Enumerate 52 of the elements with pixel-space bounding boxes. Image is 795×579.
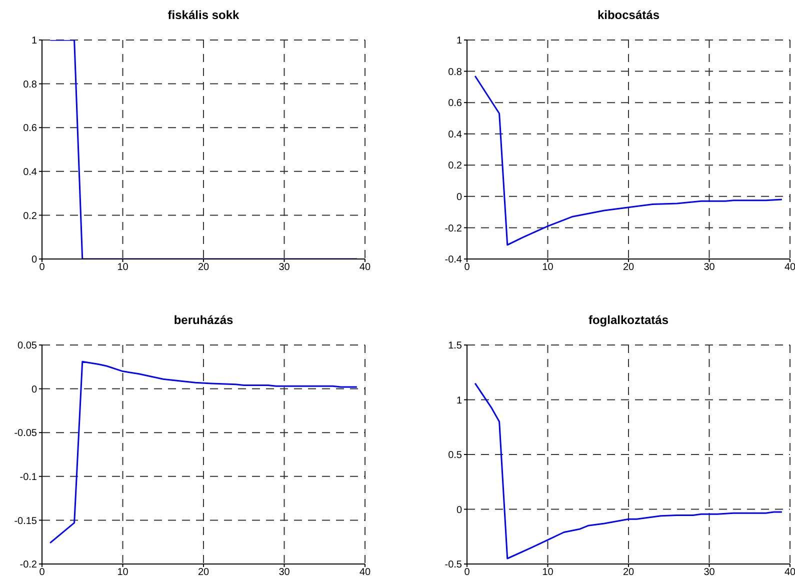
x-tick-label: 0: [464, 262, 470, 274]
y-tick-label: 0.8: [448, 66, 462, 78]
x-tick-label: 20: [198, 262, 210, 274]
x-tick-label: 0: [39, 567, 46, 578]
x-tick-label: 0: [39, 262, 46, 274]
chart-title: beruházás: [172, 313, 234, 327]
y-tick-label: 0.8: [23, 79, 38, 90]
x-tick-label: 20: [622, 262, 634, 274]
y-tick-label: 0.6: [23, 123, 38, 134]
y-tick-label: 0.2: [448, 160, 462, 172]
y-tick-label: -0.2: [444, 223, 462, 234]
y-tick-label: -0.05: [14, 428, 38, 440]
x-tick-label: 40: [784, 567, 795, 578]
x-tick-label: 20: [198, 567, 210, 578]
y-tick-label: 0.5: [448, 450, 462, 462]
chart-title: kibocsátás: [596, 8, 661, 22]
y-tick-label: -0.15: [14, 516, 38, 527]
chart-title: fiskális sokk: [166, 8, 240, 22]
line-series: [49, 360, 358, 544]
y-tick-label: 0: [456, 192, 462, 203]
y-tick-label: -0.1: [20, 472, 38, 483]
x-tick-label: 10: [117, 262, 129, 274]
y-tick-label: 1: [456, 395, 462, 406]
y-tick-label: 0.05: [18, 340, 38, 352]
y-tick-label: -0.5: [444, 560, 462, 571]
x-tick-label: 10: [542, 567, 554, 578]
x-tick-label: 30: [704, 567, 716, 578]
x-tick-label: 20: [622, 567, 634, 578]
y-tick-label: 0.4: [23, 166, 38, 178]
y-tick-label: 1: [31, 36, 38, 47]
x-tick-label: 10: [542, 262, 554, 274]
x-tick-label: 30: [704, 262, 716, 274]
y-tick-label: 1.5: [448, 340, 462, 352]
y-tick-label: 1: [456, 36, 462, 47]
x-tick-label: 0: [464, 567, 470, 578]
y-tick-label: 0.4: [448, 129, 462, 140]
y-tick-label: 0.6: [448, 98, 462, 110]
line-series: [474, 75, 783, 246]
x-tick-label: 10: [117, 567, 129, 578]
chart-title: foglalkoztatás: [587, 313, 670, 327]
x-tick-label: 40: [359, 567, 371, 578]
y-tick-label: 0: [31, 254, 38, 266]
x-tick-label: 30: [278, 262, 290, 274]
y-tick-label: 0: [31, 384, 38, 396]
x-tick-label: 40: [784, 262, 795, 274]
x-tick-label: 40: [359, 262, 371, 274]
y-tick-label: 0.2: [23, 210, 38, 222]
line-series: [474, 382, 783, 560]
y-tick-label: -0.2: [20, 560, 38, 571]
y-tick-label: 0: [456, 504, 462, 516]
y-tick-label: -0.4: [444, 254, 462, 266]
x-tick-label: 30: [278, 567, 290, 578]
